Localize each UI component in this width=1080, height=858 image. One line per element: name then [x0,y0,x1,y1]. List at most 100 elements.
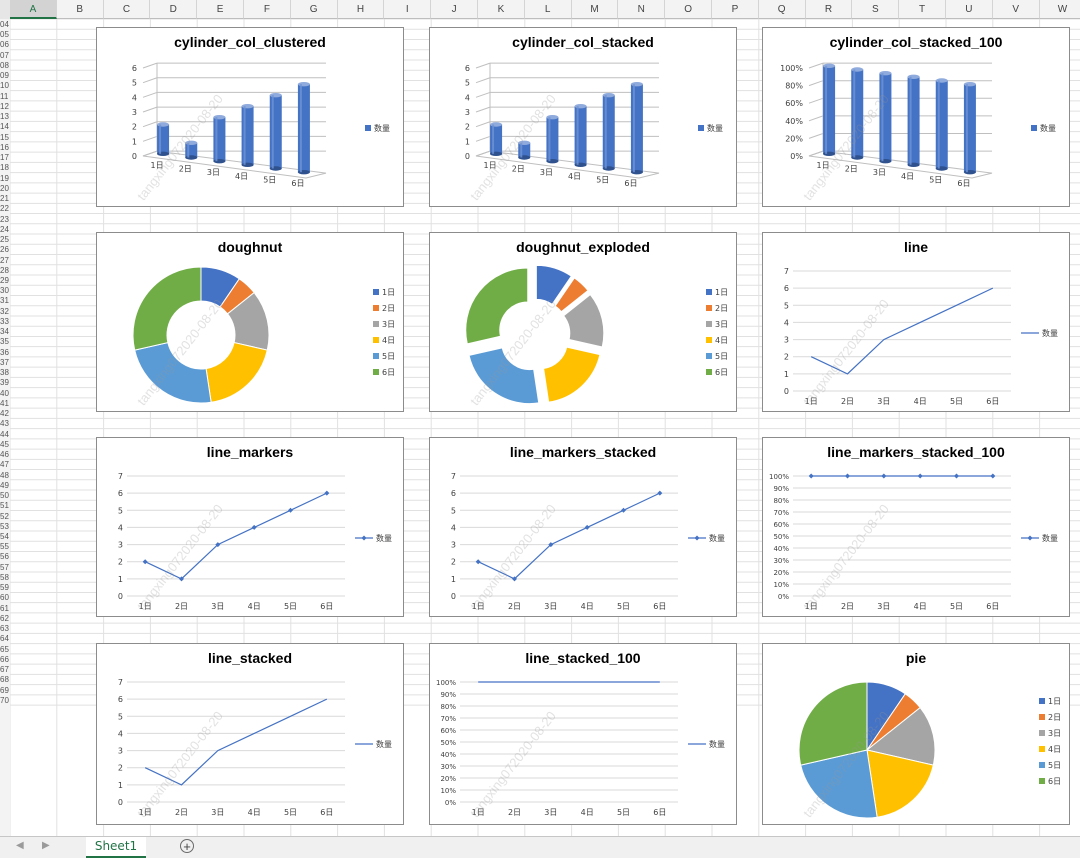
row-header[interactable]: 30 [0,285,10,297]
row-header[interactable]: 09 [0,70,10,82]
chevron-right-icon[interactable]: ▶ [42,840,50,851]
row-header[interactable]: 41 [0,397,10,409]
row-header[interactable]: 45 [0,438,10,450]
row-header[interactable]: 34 [0,326,10,338]
row-header[interactable]: 44 [0,428,10,440]
row-header[interactable]: 16 [0,141,10,153]
column-header-g[interactable]: G [290,0,338,19]
row-header[interactable]: 33 [0,315,10,327]
column-header-k[interactable]: K [478,0,525,19]
row-header[interactable]: 51 [0,500,10,512]
sheet-tab-sheet1[interactable]: Sheet1 [86,837,146,858]
row-header[interactable]: 70 [0,694,10,706]
column-header-h[interactable]: H [337,0,385,19]
row-header[interactable]: 38 [0,367,10,379]
row-header[interactable]: 17 [0,152,10,164]
row-header[interactable]: 67 [0,664,10,676]
column-header-i[interactable]: I [384,0,432,19]
row-header[interactable]: 14 [0,121,10,133]
row-header[interactable]: 12 [0,100,10,112]
row-header[interactable]: 59 [0,582,10,594]
row-header[interactable]: 27 [0,254,10,266]
row-header[interactable]: 15 [0,131,10,143]
row-header[interactable]: 11 [0,90,10,102]
row-header[interactable]: 31 [0,295,10,307]
row-header[interactable]: 69 [0,684,10,696]
row-header[interactable]: 61 [0,602,10,614]
row-header[interactable]: 36 [0,346,10,358]
row-header[interactable]: 25 [0,234,10,246]
chart-cylinder-col-stacked-100[interactable]: cylinder_col_stacked_100 0% 20% 40% 60% 80% 10… [762,27,1070,207]
column-header-u[interactable]: U [946,0,993,19]
column-header-t[interactable]: T [899,0,946,19]
column-header-r[interactable]: R [805,0,853,19]
row-header[interactable]: 48 [0,469,10,481]
row-header[interactable]: 04 [0,19,10,30]
row-header[interactable]: 32 [0,305,10,317]
row-header[interactable]: 66 [0,653,10,665]
chart-cylinder-col-clustered[interactable]: cylinder_col_clustered 0 1 2 3 4 5 6 1日 2日 3日 4日 5日 6… [96,27,404,207]
column-header-l[interactable]: L [524,0,572,19]
row-header[interactable]: 06 [0,39,10,51]
chart-line-stacked[interactable]: line_stacked 0 1 2 3 4 5 6 7 1日 2日 3日 4日 5日 6日 数量 tangxi… [96,643,404,825]
row-header[interactable]: 56 [0,551,10,563]
row-header[interactable]: 29 [0,275,10,286]
row-header[interactable]: 22 [0,203,10,215]
row-header[interactable]: 37 [0,356,10,368]
row-header[interactable]: 18 [0,162,10,174]
column-header-j[interactable]: J [431,0,478,19]
row-header[interactable]: 55 [0,541,10,553]
column-header-q[interactable]: Q [758,0,806,19]
column-header-c[interactable]: C [103,0,151,19]
column-header-d[interactable]: D [150,0,198,19]
row-header[interactable]: 60 [0,592,10,604]
column-header-a[interactable]: A [10,0,57,19]
row-header[interactable]: 46 [0,449,10,461]
chart-line-stacked-100[interactable]: line_stacked_100 0% 10% 20% 30% 40% 50% 60% 70% 8… [429,643,737,825]
row-header[interactable]: 43 [0,418,10,430]
chart-line-markers[interactable]: line_markers 0 1 2 3 4 5 6 7 1日 2日 3日 4日 5日 6日 数量 tangxi… [96,437,404,617]
row-header[interactable]: 05 [0,29,10,41]
row-header[interactable]: 49 [0,479,10,491]
chart-line[interactable]: line 0 1 2 3 4 5 6 7 1日 2日 3日 4日 5日 6日 数量 tangxing072020… [762,232,1070,412]
row-header[interactable]: 64 [0,633,10,645]
column-header-m[interactable]: M [571,0,619,19]
row-header[interactable]: 65 [0,643,10,655]
chevron-left-icon[interactable]: ◀ [16,840,24,851]
select-all-corner[interactable] [0,0,10,19]
row-header[interactable]: 40 [0,387,10,399]
row-header[interactable]: 58 [0,571,10,583]
row-header[interactable]: 47 [0,459,10,471]
row-header[interactable]: 42 [0,408,10,420]
column-header-p[interactable]: P [712,0,759,19]
column-header-v[interactable]: V [992,0,1040,19]
column-header-e[interactable]: E [197,0,244,19]
chart-cylinder-col-stacked[interactable]: cylinder_col_stacked 0 1 2 3 4 5 6 1日 2日 3日 4日 5日 6日 数… [429,27,737,207]
row-header[interactable]: 53 [0,520,10,532]
row-header[interactable]: 68 [0,674,10,686]
column-header-o[interactable]: O [665,0,712,19]
chart-line-markers-stacked[interactable]: line_markers_stacked 0 1 2 3 4 5 6 7 1日 2日 3日 4日 5日 6日… [429,437,737,617]
row-header[interactable]: 10 [0,80,10,92]
row-header[interactable]: 62 [0,612,10,624]
row-header[interactable]: 63 [0,623,10,635]
row-header[interactable]: 57 [0,561,10,573]
chart-doughnut[interactable]: doughnut 1日 2日 3日 4日 5日 6日 tangxing072020-08-20 [96,232,404,412]
chart-doughnut-exploded[interactable]: doughnut_exploded 1日 2日 3日 4日 5日 6日 tangxing072… [429,232,737,412]
row-header[interactable]: 52 [0,510,10,522]
row-header[interactable]: 13 [0,111,10,123]
column-header-n[interactable]: N [618,0,666,19]
row-header[interactable]: 39 [0,377,10,389]
chart-pie[interactable]: pie 1日 2日 3日 4日 5日 6日 tangxing072020-08-20 [762,643,1070,825]
row-header[interactable]: 26 [0,244,10,256]
row-header[interactable]: 07 [0,49,10,61]
row-header[interactable]: 35 [0,336,10,348]
column-header-f[interactable]: F [244,0,291,19]
chart-line-markers-stacked-100[interactable]: line_markers_stacked_100 0% 10% 20% 30% 40% 50… [762,437,1070,617]
column-header-s[interactable]: S [852,0,900,19]
row-header[interactable]: 54 [0,531,10,542]
row-header[interactable]: 19 [0,172,10,184]
row-header[interactable]: 24 [0,223,10,235]
plus-circle-icon[interactable]: + [180,839,194,853]
